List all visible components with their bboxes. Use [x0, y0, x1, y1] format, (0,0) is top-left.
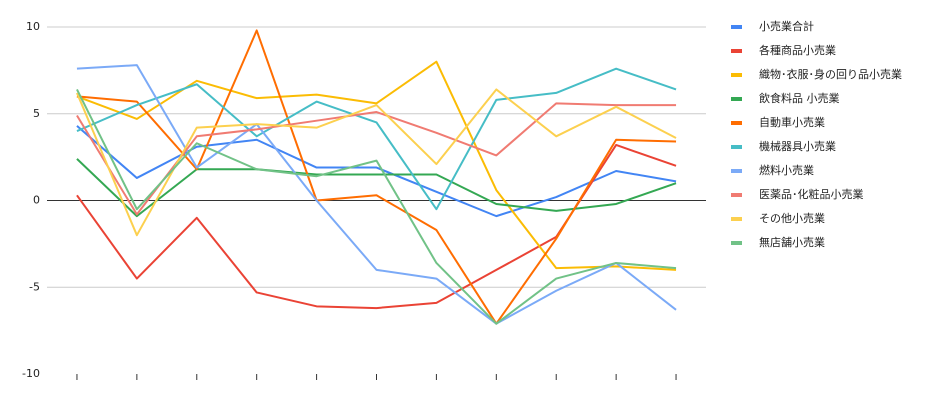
series-line: [76, 88, 677, 237]
legend-label: 機械器具小売業: [759, 139, 836, 153]
y-tick-label: 5: [33, 107, 40, 120]
legend-swatch: [731, 121, 742, 125]
y-tick-label: -10: [22, 367, 40, 380]
y-tick-label: -5: [29, 280, 40, 293]
legend-label: その他小売業: [759, 212, 825, 225]
legend-swatch: [731, 241, 742, 245]
legend-swatch: [731, 217, 742, 221]
legend-swatch: [731, 25, 742, 29]
legend-label: 飲食料品 小売業: [759, 91, 840, 105]
legend-swatch: [731, 169, 742, 173]
series-line: [76, 158, 677, 218]
legend-swatch: [731, 193, 742, 197]
legend-swatch: [731, 97, 742, 101]
legend-label: 小売業合計: [759, 19, 814, 33]
series-line: [76, 102, 677, 216]
y-tick-label: 0: [33, 194, 40, 207]
legend-label: 燃料小売業: [759, 163, 814, 177]
series-line: [76, 125, 677, 218]
series-line: [76, 143, 677, 310]
legend-label: 各種商品小売業: [759, 43, 836, 57]
series-line: [76, 89, 677, 325]
series-line: [76, 60, 677, 271]
series-line: [76, 29, 677, 325]
legend-label: 無店舗小売業: [759, 235, 825, 249]
y-tick-label: 10: [26, 20, 40, 33]
series-line: [76, 67, 677, 211]
legend-label: 自動車小売業: [759, 115, 825, 129]
series-line: [76, 64, 677, 325]
legend-label: 織物･衣服･身の回り品小売業: [759, 67, 902, 81]
legend-swatch: [731, 145, 742, 149]
legend-label: 医薬品･化粧品小売業: [759, 187, 864, 201]
legend-swatch: [731, 73, 742, 77]
legend-swatch: [731, 49, 742, 53]
